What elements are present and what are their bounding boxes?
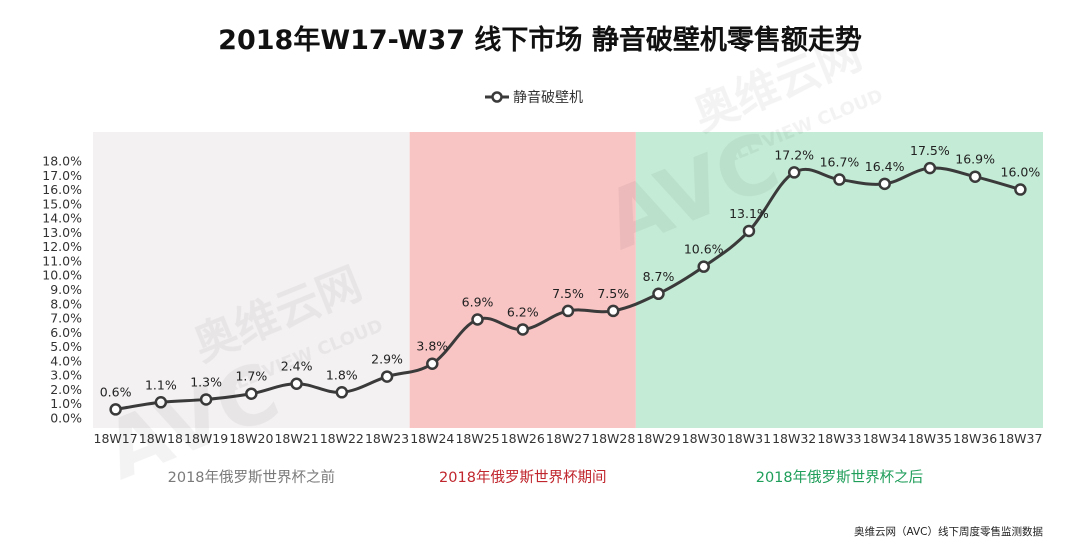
data-label: 16.4% [865, 159, 905, 174]
source-note: 奥维云网（AVC）线下周度零售监测数据 [854, 525, 1044, 538]
y-tick-label: 4.0% [50, 353, 82, 368]
data-point [968, 170, 982, 183]
y-tick-label: 3.0% [50, 368, 82, 383]
data-label: 1.8% [326, 367, 358, 382]
data-point [245, 387, 258, 400]
x-axis: 18W17 18W18 18W19 18W20 18W21 18W22 18W23 18W24… [94, 431, 1043, 446]
x-tick-label: 18W22 [320, 431, 364, 446]
data-label: 17.5% [910, 143, 950, 158]
data-label: 16.0% [1001, 165, 1041, 180]
data-label: 2.4% [281, 359, 313, 374]
data-point [426, 357, 439, 370]
x-tick-label: 18W37 [998, 431, 1042, 446]
x-tick-label: 18W24 [410, 431, 454, 446]
x-tick-label: 18W25 [455, 431, 499, 446]
data-label: 1.7% [235, 369, 267, 384]
phase-backgrounds [93, 132, 1043, 428]
y-tick-label: 8.0% [50, 296, 82, 311]
y-tick-label: 15.0% [42, 196, 82, 211]
data-label: 6.9% [462, 294, 494, 309]
x-tick-label: 18W29 [636, 431, 680, 446]
legend-label: 静音破壁机 [513, 89, 583, 106]
phase-background [409, 132, 636, 428]
x-tick-label: 18W19 [184, 431, 228, 446]
data-label: 10.6% [684, 242, 724, 257]
data-point [697, 260, 710, 273]
data-point [290, 377, 303, 390]
data-point [561, 304, 575, 318]
x-tick-label: 18W32 [772, 431, 816, 446]
phase-background [93, 132, 410, 428]
x-tick-label: 18W36 [953, 431, 997, 446]
legend-marker [491, 91, 503, 103]
data-label: 16.7% [820, 155, 860, 170]
data-point [1014, 183, 1027, 196]
x-tick-label: 18W17 [94, 431, 138, 446]
phase-label: 2018年俄罗斯世界杯之前 [168, 469, 335, 486]
phase-label: 2018年俄罗斯世界杯之后 [756, 469, 923, 486]
x-tick-label: 18W28 [591, 431, 635, 446]
x-tick-label: 18W30 [682, 431, 726, 446]
data-point [471, 313, 484, 326]
y-tick-label: 12.0% [42, 239, 82, 254]
x-tick-label: 18W18 [139, 431, 183, 446]
y-tick-label: 1.0% [50, 396, 82, 411]
x-tick-label: 18W27 [546, 431, 590, 446]
y-tick-label: 11.0% [42, 253, 82, 268]
x-tick-label: 18W34 [863, 431, 907, 446]
data-point [878, 177, 891, 191]
y-tick-label: 0.0% [50, 411, 82, 426]
y-tick-label: 14.0% [42, 211, 82, 226]
y-tick-label: 7.0% [50, 311, 82, 326]
data-label: 1.1% [145, 377, 177, 392]
data-point [652, 287, 665, 301]
data-point [742, 224, 756, 238]
x-tick-label: 18W35 [908, 431, 952, 446]
data-label: 7.5% [552, 286, 584, 301]
y-tick-label: 17.0% [42, 168, 82, 183]
series-layer: 0.6% 1.1% 1.3% 1.7% 2.4% 1.8% 2.9% 3.8% 6.9% 6.2%… [100, 143, 1041, 416]
data-point [154, 396, 168, 409]
legend: 静音破壁机 [485, 89, 583, 106]
data-label: 13.1% [729, 206, 769, 221]
data-point [833, 173, 846, 186]
data-point [335, 386, 349, 399]
data-point [923, 161, 937, 175]
data-point [199, 393, 213, 406]
data-label: 7.5% [597, 286, 629, 301]
y-tick-label: 9.0% [50, 282, 82, 297]
phase-labels: 2018年俄罗斯世界杯之前 2018年俄罗斯世界杯期间 2018年俄罗斯世界杯之后 [168, 469, 924, 486]
x-tick-label: 18W26 [501, 431, 545, 446]
y-tick-label: 13.0% [42, 225, 82, 240]
y-tick-label: 2.0% [50, 382, 82, 397]
y-tick-label: 6.0% [50, 325, 82, 340]
y-tick-label: 10.0% [42, 268, 82, 283]
y-axis: 0.0%1.0%2.0%3.0%4.0%5.0%6.0%7.0%8.0%9.0%… [42, 154, 82, 426]
data-point [606, 304, 620, 318]
data-label: 17.2% [774, 147, 814, 162]
chart-title: 2018年W17-W37 线下市场 静音破壁机零售额走势 [218, 24, 862, 56]
x-tick-label: 18W33 [817, 431, 861, 446]
x-tick-label: 18W20 [229, 431, 273, 446]
y-tick-label: 16.0% [42, 182, 82, 197]
data-point [787, 166, 801, 179]
phase-label: 2018年俄罗斯世界杯期间 [439, 469, 606, 486]
data-point [109, 403, 122, 416]
data-label: 1.3% [190, 374, 222, 389]
data-point [380, 370, 394, 383]
data-label: 16.9% [955, 152, 995, 167]
data-label: 0.6% [100, 384, 132, 399]
x-tick-label: 18W23 [365, 431, 409, 446]
data-label: 6.2% [507, 304, 539, 319]
x-tick-label: 18W21 [274, 431, 318, 446]
x-tick-label: 18W31 [727, 431, 771, 446]
data-point [516, 323, 530, 336]
data-label: 2.9% [371, 352, 403, 367]
y-tick-label: 5.0% [50, 339, 82, 354]
data-label: 3.8% [416, 339, 448, 354]
data-label: 8.7% [643, 269, 675, 284]
y-tick-label: 18.0% [42, 154, 82, 169]
